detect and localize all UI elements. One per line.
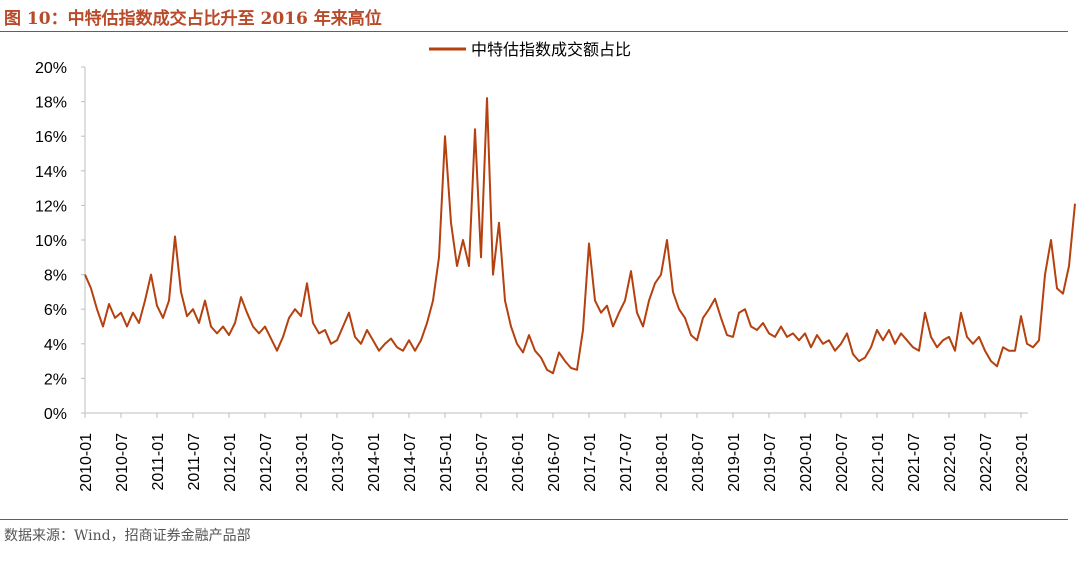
- x-tick-label: 2017-07: [618, 433, 635, 492]
- y-tick-label: 2%: [44, 371, 67, 388]
- y-tick-label: 0%: [44, 406, 67, 423]
- x-tick-label: 2015-01: [438, 433, 455, 492]
- x-tick-label: 2012-07: [258, 433, 275, 492]
- y-tick-label: 20%: [35, 60, 67, 77]
- legend: 中特估指数成交额占比: [429, 40, 631, 59]
- data-source-note: 数据来源：Wind，招商证券金融产品部: [4, 528, 251, 544]
- x-tick-label: 2019-07: [762, 433, 779, 492]
- x-tick-label: 2019-01: [726, 433, 743, 492]
- x-tick-label: 2018-01: [654, 433, 671, 492]
- x-tick-label: 2021-07: [906, 433, 923, 492]
- y-tick-label: 16%: [35, 129, 67, 146]
- x-tick-label: 2020-01: [798, 433, 815, 492]
- y-tick-label: 6%: [44, 302, 67, 319]
- y-tick-label: 10%: [35, 233, 67, 250]
- x-tick-label: 2013-07: [330, 433, 347, 492]
- x-tick-label: 2023-01: [1014, 433, 1031, 492]
- x-tick-label: 2013-01: [294, 433, 311, 492]
- x-tick-label: 2016-07: [546, 433, 563, 492]
- x-tick-label: 2010-01: [78, 433, 95, 492]
- y-tick-label: 18%: [35, 95, 67, 112]
- x-tick-label: 2022-01: [942, 433, 959, 492]
- y-tick-label: 8%: [44, 268, 67, 285]
- x-tick-label: 2016-01: [510, 433, 527, 492]
- x-tick-label: 2014-07: [402, 433, 419, 492]
- figure-title: 图 10：中特估指数成交占比升至 2016 年来高位: [4, 9, 382, 29]
- x-tick-label: 2017-01: [582, 433, 599, 492]
- x-tick-label: 2011-01: [150, 433, 167, 491]
- source-divider: [0, 519, 1068, 520]
- x-tick-label: 2011-07: [186, 433, 203, 491]
- x-tick-label: 2018-07: [690, 433, 707, 492]
- x-tick-label: 2010-07: [114, 433, 131, 492]
- x-tick-label: 2012-01: [222, 433, 239, 492]
- x-tick-label: 2015-07: [474, 433, 491, 492]
- x-tick-label: 2014-01: [366, 433, 383, 492]
- y-tick-label: 12%: [35, 198, 67, 215]
- y-tick-label: 4%: [44, 337, 67, 354]
- x-tick-label: 2021-01: [870, 433, 887, 492]
- y-axis: 0% 2% 4% 6% 8% 10% 12% 14% 16% 18% 20%: [35, 60, 86, 423]
- x-tick-label: 2022-07: [978, 433, 995, 492]
- series-line-cte-turnover-share: [84, 97, 1076, 375]
- x-tick-label: 2020-07: [834, 433, 851, 492]
- x-axis: 2010-01 2010-07 2011-01 2011-07 2012-01 2012-…: [78, 412, 1031, 492]
- title-divider: [0, 31, 1068, 32]
- y-tick-label: 14%: [35, 164, 67, 181]
- legend-label: 中特估指数成交额占比: [471, 40, 631, 59]
